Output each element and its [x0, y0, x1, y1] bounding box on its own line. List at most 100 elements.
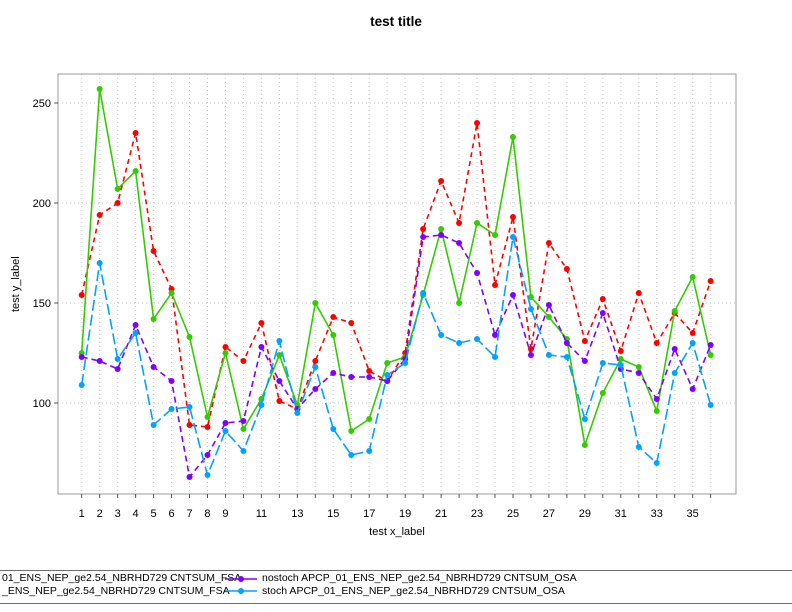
- data-point: [509, 214, 516, 220]
- data-point: [132, 130, 139, 136]
- data-point: [617, 362, 624, 368]
- data-point: [132, 322, 139, 328]
- data-point: [599, 310, 606, 316]
- data-point: [312, 386, 319, 392]
- data-point: [204, 424, 211, 430]
- data-point: [581, 358, 588, 364]
- data-point: [186, 404, 193, 410]
- data-point: [599, 360, 606, 366]
- data-point: [258, 344, 265, 350]
- data-point: [635, 370, 642, 376]
- x-tick-label: 27: [543, 508, 555, 520]
- x-tick-label: 19: [399, 508, 411, 520]
- data-point: [617, 348, 624, 354]
- data-point: [671, 370, 678, 376]
- data-point: [276, 378, 283, 384]
- x-tick-label: 4: [133, 508, 139, 520]
- data-point: [258, 402, 265, 408]
- data-point: [456, 340, 463, 346]
- data-point: [132, 168, 139, 174]
- data-point: [707, 402, 714, 408]
- data-point: [384, 372, 391, 378]
- data-point: [456, 220, 463, 226]
- x-tick-label: 35: [687, 508, 699, 520]
- legend-box: [0, 570, 792, 604]
- data-point: [456, 240, 463, 246]
- data-point: [312, 358, 319, 364]
- x-tick-label: 25: [507, 508, 519, 520]
- data-point: [456, 300, 463, 306]
- y-tick-label: 100: [33, 398, 51, 410]
- data-point: [132, 330, 139, 336]
- data-point: [402, 360, 409, 366]
- data-point: [474, 220, 481, 226]
- data-point: [348, 374, 355, 380]
- data-point: [222, 344, 229, 350]
- data-point: [258, 320, 265, 326]
- data-point: [653, 340, 660, 346]
- data-point: [438, 178, 445, 184]
- data-point: [474, 270, 481, 276]
- data-point: [222, 420, 229, 426]
- data-point: [186, 422, 193, 428]
- data-point: [509, 292, 516, 298]
- x-tick-label: 17: [363, 508, 375, 520]
- series-line-3: [80, 236, 712, 478]
- data-point: [384, 360, 391, 366]
- data-point: [96, 86, 103, 92]
- data-point: [438, 232, 445, 238]
- data-point: [545, 352, 552, 358]
- data-point: [689, 386, 696, 392]
- data-point: [545, 302, 552, 308]
- x-tick-label: 2: [97, 508, 103, 520]
- data-point: [689, 274, 696, 280]
- data-point: [653, 396, 660, 402]
- data-point: [545, 314, 552, 320]
- data-point: [492, 332, 499, 338]
- data-point: [366, 416, 373, 422]
- x-tick-label: 8: [204, 508, 210, 520]
- data-point: [78, 382, 85, 388]
- x-tick-label: 7: [186, 508, 192, 520]
- legend-dot: [238, 575, 244, 582]
- y-tick-label: 250: [33, 98, 51, 110]
- data-point: [653, 408, 660, 414]
- x-tick-label: 15: [327, 508, 339, 520]
- data-point: [581, 338, 588, 344]
- data-point: [635, 444, 642, 450]
- data-point: [222, 350, 229, 356]
- x-axis-label: test x_label: [369, 526, 425, 538]
- data-point: [330, 314, 337, 320]
- data-point: [240, 448, 247, 454]
- data-point: [707, 352, 714, 358]
- data-point: [276, 352, 283, 358]
- data-point: [635, 364, 642, 370]
- data-point: [653, 460, 660, 466]
- data-point: [222, 428, 229, 434]
- data-point: [492, 232, 499, 238]
- data-point: [96, 212, 103, 218]
- data-point: [96, 358, 103, 364]
- data-point: [276, 338, 283, 344]
- data-point: [168, 378, 175, 384]
- data-point: [366, 374, 373, 380]
- data-point: [348, 428, 355, 434]
- data-point: [96, 260, 103, 266]
- data-point: [420, 290, 427, 296]
- data-point: [114, 366, 121, 372]
- data-point: [438, 332, 445, 338]
- data-point: [420, 226, 427, 232]
- data-point: [438, 226, 445, 232]
- data-point: [420, 234, 427, 240]
- data-point: [563, 266, 570, 272]
- chart-title: test title: [370, 14, 422, 29]
- plot-border: [57, 73, 737, 495]
- series-line-2: [81, 234, 712, 479]
- data-point: [204, 472, 211, 478]
- data-point: [330, 426, 337, 432]
- x-tick-label: 13: [291, 508, 303, 520]
- data-point: [492, 282, 499, 288]
- data-point: [240, 358, 247, 364]
- data-point: [348, 320, 355, 326]
- data-point: [150, 248, 157, 254]
